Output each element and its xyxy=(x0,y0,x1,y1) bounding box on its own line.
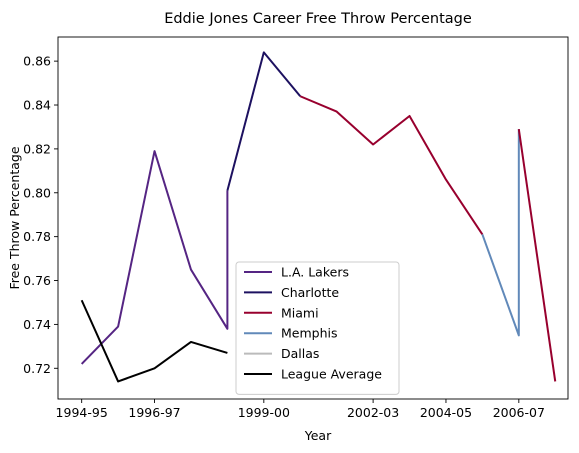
legend-label-memphis: Memphis xyxy=(281,326,338,341)
legend-label-dallas: Dallas xyxy=(281,346,319,361)
legend-label-miami: Miami xyxy=(281,305,319,320)
x-tick-label: 1994-95 xyxy=(56,405,108,420)
x-tick-label: 2006-07 xyxy=(493,405,545,420)
legend-box xyxy=(235,261,400,395)
series-line-charlotte-1 xyxy=(226,51,302,191)
series-line-league-average-6 xyxy=(80,299,228,383)
y-tick-label: 0.84 xyxy=(23,98,51,113)
x-tick-label: 2004-05 xyxy=(420,405,472,420)
y-tick-label: 0.76 xyxy=(23,273,51,288)
series-line-memphis-3 xyxy=(481,129,520,337)
plot-frame xyxy=(57,36,569,400)
legend: L.A. Lakers Charlotte Miami Memphis Dallas Le… xyxy=(235,261,400,395)
y-tick-label: 0.86 xyxy=(23,54,51,69)
y-tick-label: 0.80 xyxy=(23,185,51,200)
series-line-miami-2 xyxy=(299,95,484,236)
y-axis: 0.72 0.74 0.76 0.78 0.80 0.82 0.84 0.86 xyxy=(23,54,58,376)
y-tick-label: 0.72 xyxy=(23,361,51,376)
y-tick-label: 0.82 xyxy=(23,141,51,156)
lines-layer xyxy=(80,51,557,383)
series-line-l-a-lakers-0 xyxy=(80,150,229,365)
x-tick-label: 1999-00 xyxy=(238,405,290,420)
x-axis-label: Year xyxy=(304,428,332,443)
x-tick-label: 2002-03 xyxy=(347,405,399,420)
legend-label-charlotte: Charlotte xyxy=(281,285,339,300)
legend-label-l-a-lakers: L.A. Lakers xyxy=(281,265,349,280)
y-tick-label: 0.78 xyxy=(23,229,51,244)
y-axis-label: Free Throw Percentage xyxy=(7,146,22,289)
y-tick-label: 0.74 xyxy=(23,317,51,332)
x-tick-label: 1996-97 xyxy=(128,405,180,420)
legend-label-league-average: League Average xyxy=(281,367,382,382)
series-line-miami-4 xyxy=(517,129,557,382)
x-axis: 1994-95 1996-97 1999-00 2002-03 2004-05 2006-… xyxy=(56,399,545,420)
chart-title: Eddie Jones Career Free Throw Percentage xyxy=(164,11,472,27)
